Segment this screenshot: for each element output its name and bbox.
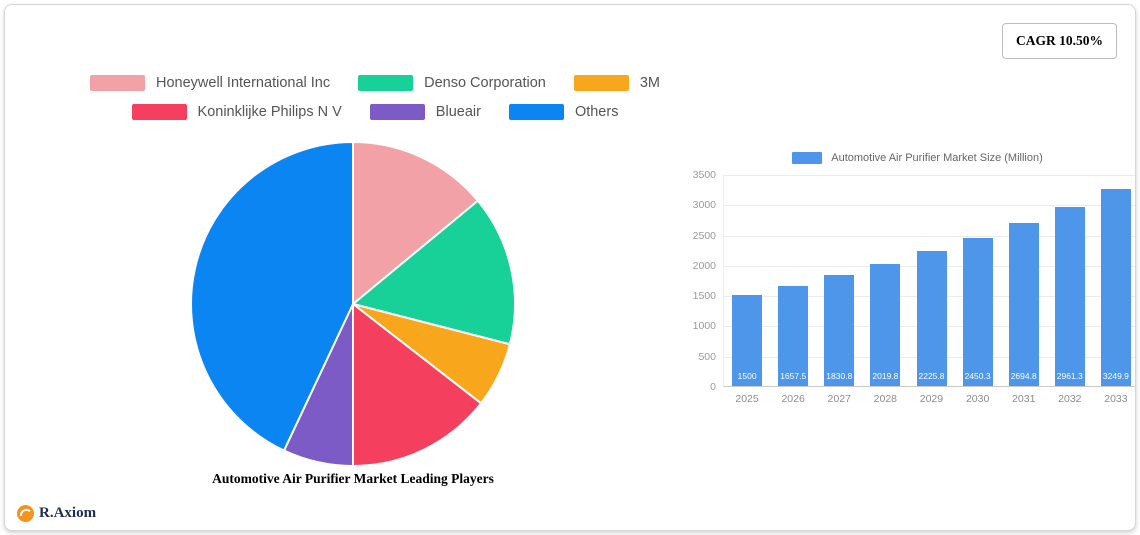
- pie-legend: Honeywell International Inc Denso Corpora…: [57, 75, 693, 120]
- market-report-card: CAGR 10.50% Honeywell International Inc D…: [4, 4, 1136, 531]
- pie-legend-item[interactable]: Others: [508, 104, 619, 120]
- bar-legend-label: Automotive Air Purifier Market Size (Mil…: [831, 152, 1043, 164]
- pie-legend-swatch: [90, 75, 145, 91]
- y-axis-tick: 3000: [692, 199, 716, 212]
- pie-chart-title: Automotive Air Purifier Market Leading P…: [212, 471, 494, 486]
- pie-slice-3[interactable]: [352, 301, 483, 468]
- pie-legend-swatch: [508, 104, 564, 120]
- y-axis-tick: 1000: [692, 320, 716, 333]
- y-axis-tick: 500: [698, 350, 716, 363]
- bar-2030[interactable]: 2450.3: [962, 238, 993, 386]
- pie-legend-item[interactable]: Koninklijke Philips N V: [131, 104, 342, 120]
- x-axis-tick: 2031: [1012, 393, 1036, 405]
- y-axis-tick: 0: [710, 381, 716, 393]
- bar-2033[interactable]: 3249.9: [1100, 189, 1131, 386]
- x-axis-tick: 2028: [873, 393, 898, 405]
- bar-chart-legend[interactable]: Automotive Air Purifier Market Size (Mil…: [695, 152, 1135, 164]
- gridline: [724, 205, 1135, 207]
- bar-2032[interactable]: 2961.3: [1054, 207, 1085, 386]
- y-axis-tick: 2000: [692, 259, 716, 272]
- pie-legend-swatch: [358, 75, 414, 91]
- x-axis-tick: 2027: [827, 393, 851, 405]
- brand-logo: R.Axiom: [17, 505, 96, 522]
- brand-logo-icon: [17, 505, 34, 522]
- y-axis-tick: 2500: [692, 229, 716, 242]
- bar-value-label: 2450.3: [964, 371, 991, 381]
- pie-legend-item[interactable]: Denso Corporation: [358, 75, 546, 91]
- pie-legend-swatch: [573, 75, 629, 91]
- gridline: [724, 235, 1135, 237]
- pie-legend-label: Honeywell International Inc: [156, 75, 331, 91]
- gridline: [724, 175, 1135, 176]
- pie-legend-item[interactable]: Honeywell International Inc: [90, 75, 330, 91]
- bar-value-label: 2225.8: [918, 371, 945, 381]
- bar-2026[interactable]: 1657.5: [778, 286, 809, 386]
- pie-legend-label: Denso Corporation: [424, 75, 546, 91]
- pie-legend-label: Blueair: [435, 104, 481, 120]
- x-axis-tick: 2029: [919, 393, 944, 405]
- brand-name: R.Axiom: [39, 505, 97, 521]
- pie-legend-swatch: [369, 104, 425, 120]
- pie-slice-5[interactable]: [190, 140, 354, 452]
- pie-slice-0[interactable]: [352, 140, 480, 307]
- bar-2031[interactable]: 2694.8: [1008, 223, 1039, 386]
- y-axis-tick: 1500: [692, 290, 716, 303]
- x-axis-tick: 2032: [1058, 393, 1082, 405]
- bar-value-label: 1500: [737, 371, 757, 381]
- x-axis-tick: 2025: [735, 393, 759, 405]
- pie-legend-item[interactable]: 3M: [573, 75, 660, 91]
- x-axis-tick: 2026: [781, 393, 805, 405]
- pie-legend-label: 3M: [639, 75, 660, 91]
- bar-2029[interactable]: 2225.8: [916, 251, 947, 386]
- pie-legend-item[interactable]: Blueair: [369, 104, 481, 120]
- bar-plot-area: 0 500 1000 1500 2000 2500 3000 3500 1500 2025 1657…: [693, 169, 1135, 405]
- pie-legend-label: Koninklijke Philips N V: [197, 104, 342, 120]
- bar-value-label: 2694.8: [1010, 371, 1037, 381]
- bar-value-label: 1657.5: [780, 371, 807, 381]
- bar-value-label: 2961.3: [1056, 371, 1083, 381]
- pie-legend-swatch: [131, 104, 187, 120]
- y-axis-tick: 3500: [692, 169, 716, 181]
- bar-2027[interactable]: 1830.8: [824, 275, 855, 386]
- bar-2025[interactable]: 1500: [732, 295, 763, 386]
- bar-legend-swatch: [792, 152, 823, 164]
- bar-value-label: 1830.8: [826, 371, 853, 381]
- x-axis-tick: 2033: [1104, 393, 1128, 405]
- bar-value-label: 3249.9: [1102, 371, 1129, 381]
- bar-2028[interactable]: 2019.8: [870, 264, 901, 386]
- cagr-badge: CAGR 10.50%: [1002, 23, 1117, 59]
- bar-value-label: 2019.8: [872, 371, 899, 381]
- x-axis-tick: 2030: [965, 393, 990, 405]
- pie-legend-label: Others: [574, 104, 619, 120]
- pie-chart[interactable]: [183, 134, 523, 474]
- pie-slice-1[interactable]: [350, 199, 516, 346]
